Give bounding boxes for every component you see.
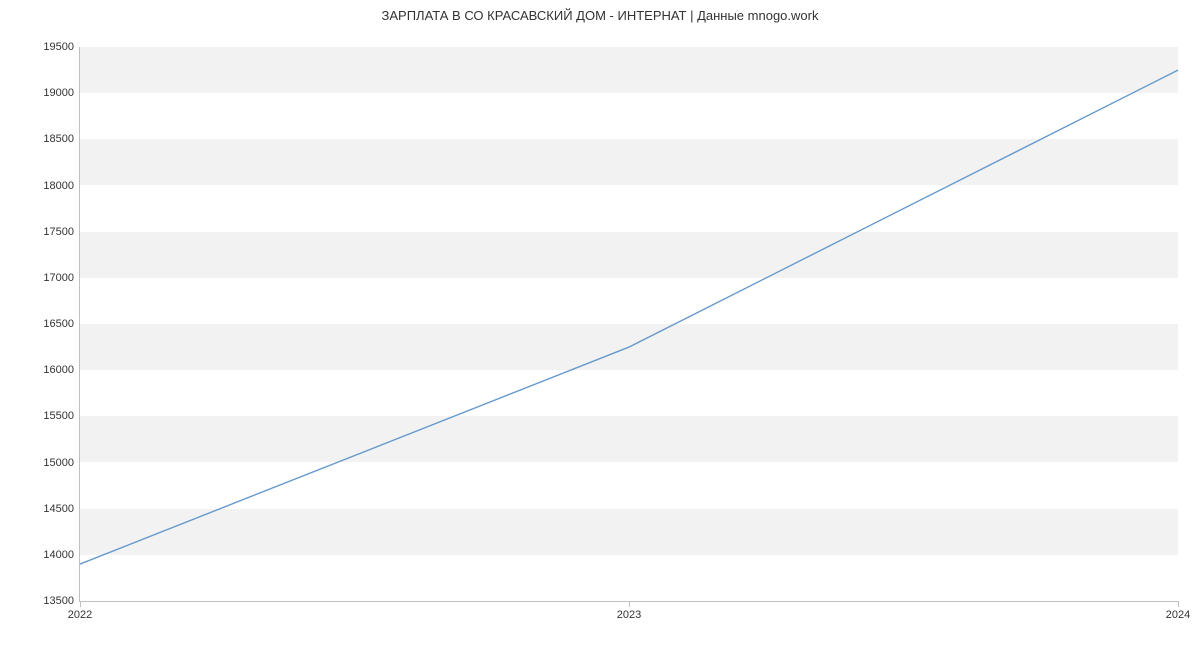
y-tick-label: 16500: [43, 318, 80, 330]
line-series-layer: [80, 47, 1178, 601]
y-tick-label: 14000: [43, 549, 80, 561]
salary-chart: ЗАРПЛАТА В СО КРАСАВСКИЙ ДОМ - ИНТЕРНАТ …: [0, 0, 1200, 650]
y-tick-label: 17500: [43, 226, 80, 238]
x-tick-label: 2023: [617, 601, 641, 621]
y-tick-label: 19500: [43, 41, 80, 53]
y-tick-label: 18000: [43, 180, 80, 192]
x-tick-label: 2022: [68, 601, 92, 621]
y-tick-label: 18500: [43, 133, 80, 145]
x-tick-label: 2024: [1166, 601, 1190, 621]
y-tick-label: 14500: [43, 503, 80, 515]
series-line-salary: [80, 70, 1178, 564]
y-tick-label: 19000: [43, 87, 80, 99]
y-tick-label: 15000: [43, 457, 80, 469]
y-tick-label: 16000: [43, 364, 80, 376]
y-tick-label: 17000: [43, 272, 80, 284]
y-tick-label: 15500: [43, 410, 80, 422]
chart-title: ЗАРПЛАТА В СО КРАСАВСКИЙ ДОМ - ИНТЕРНАТ …: [0, 8, 1200, 23]
plot-area: 1350014000145001500015500160001650017000…: [79, 47, 1178, 602]
